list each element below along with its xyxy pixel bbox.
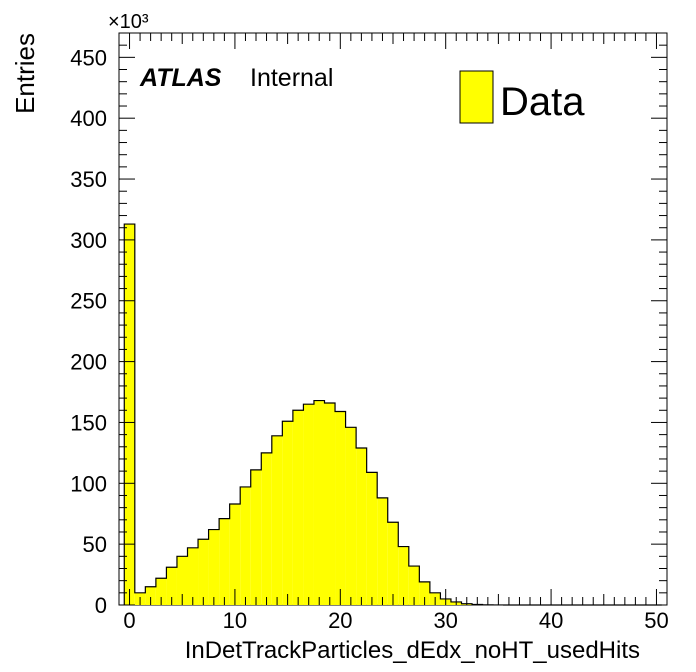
histogram-bar [198,539,209,605]
y-tick-label: 50 [83,532,107,557]
y-tick-label: 300 [70,228,107,253]
y-axis-label: Entries [10,33,40,114]
y-axis-tick-labels: 0 50 100 150 200 250 300 350 400 450 [70,45,107,618]
x-tick-label: 20 [328,608,352,633]
histogram-bar [398,546,409,605]
x-tick-label: 40 [539,608,563,633]
y-tick-label: 350 [70,167,107,192]
histogram-bar [282,421,293,605]
histogram-bar [124,224,135,606]
y-tick-label: 150 [70,410,107,435]
histogram-bar [345,427,357,605]
histogram-bar [303,404,314,605]
y-tick-label: 250 [70,289,107,314]
histogram-bar [155,578,167,605]
y-axis-ticks [119,32,667,606]
x-tick-label: 10 [223,608,247,633]
histogram-bar [250,469,262,605]
histogram-bar [387,522,399,605]
x-axis-tick-labels: 0 10 20 30 40 50 [123,608,668,633]
histogram-bar [166,567,177,605]
histogram-bar [261,452,272,605]
x-axis-ticks [129,33,657,605]
histogram-outline [123,223,662,606]
histogram-bars [123,223,662,606]
histogram-bar [145,586,156,605]
histogram-bar [377,497,388,605]
histogram-bar [271,435,283,605]
histogram-bar [187,547,199,605]
y-tick-label: 400 [70,106,107,131]
y-tick-label: 0 [95,593,107,618]
histogram-bar [335,411,346,605]
histogram-bar [356,448,367,605]
y-tick-label: 450 [70,45,107,70]
plot-frame [118,32,668,606]
histogram-bar [292,410,304,605]
y-axis-multiplier: ×10³ [108,11,149,33]
histogram-bar [366,472,378,605]
histogram-bar [419,581,430,605]
histogram-bar [208,529,220,605]
atlas-label: ATLAS [139,64,222,92]
x-tick-label: 30 [433,608,457,633]
x-tick-label: 50 [644,608,668,633]
y-tick-label: 200 [70,350,107,375]
histogram-bar [408,566,420,605]
histogram-bar [240,486,251,605]
y-tick-label: 100 [70,471,107,496]
histogram-bar [176,556,188,605]
legend-label: Data [500,80,585,124]
atlas-status: Internal [250,64,333,92]
histogram-bar [313,400,325,605]
histogram-bar [229,503,241,605]
legend-swatch [459,70,494,124]
histogram-bar [324,402,336,605]
x-tick-label: 0 [123,608,135,633]
x-axis-label: InDetTrackParticles_dEdx_noHT_usedHits [185,637,640,664]
histogram-bar [219,518,230,605]
